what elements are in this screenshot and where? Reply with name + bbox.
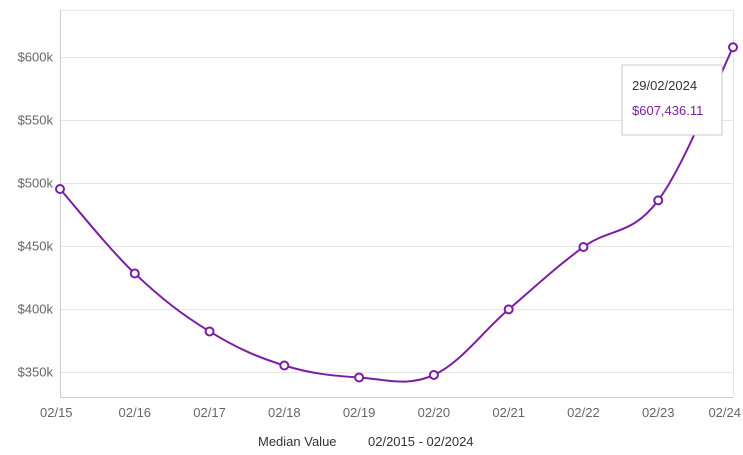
y-tick-label: $450k: [18, 239, 54, 254]
x-tick-label: 02/17: [193, 405, 226, 420]
caption-range: 02/2015 - 02/2024: [368, 434, 474, 449]
data-point[interactable]: [428, 369, 439, 380]
x-tick-label: 02/24: [708, 405, 741, 420]
y-tick-label: $400k: [18, 302, 54, 317]
data-point[interactable]: [279, 360, 290, 371]
x-tick-label: 02/20: [418, 405, 451, 420]
data-point[interactable]: [653, 195, 664, 206]
x-tick-label: 02/19: [343, 405, 376, 420]
x-tick-labels: 02/15 02/16 02/17 02/18 02/19 02/20 02/21 02/22…: [40, 405, 741, 420]
data-point[interactable]: [728, 42, 738, 53]
data-point[interactable]: [354, 372, 365, 383]
data-point[interactable]: [55, 184, 65, 195]
data-points: [55, 42, 738, 383]
tooltip-date: 29/02/2024: [632, 78, 697, 93]
x-tick-label: 02/22: [567, 405, 600, 420]
caption-label: Median Value: [258, 434, 337, 449]
x-tick-label: 02/21: [492, 405, 525, 420]
x-tick-label: 02/16: [119, 405, 152, 420]
data-point[interactable]: [578, 241, 589, 252]
x-tick-label: 02/15: [40, 405, 73, 420]
data-point[interactable]: [503, 304, 514, 315]
data-point[interactable]: [129, 268, 140, 279]
tooltip-box: [621, 64, 723, 136]
y-tick-label: $350k: [18, 365, 54, 380]
y-tick-label: $550k: [18, 113, 54, 128]
y-tick-labels: $350k $400k $450k $500k $550k $600k: [18, 50, 54, 380]
tooltip: 29/02/2024 $607,436.11: [621, 64, 723, 136]
median-value-series-line: [59, 46, 734, 383]
grid-lines: [60, 10, 734, 397]
data-point[interactable]: [204, 326, 215, 337]
axes: [60, 10, 733, 398]
tooltip-value: $607,436.11: [632, 103, 703, 118]
y-tick-label: $500k: [18, 176, 54, 191]
x-tick-label: 02/23: [642, 405, 675, 420]
x-tick-label: 02/18: [268, 405, 301, 420]
y-tick-label: $600k: [18, 50, 54, 65]
